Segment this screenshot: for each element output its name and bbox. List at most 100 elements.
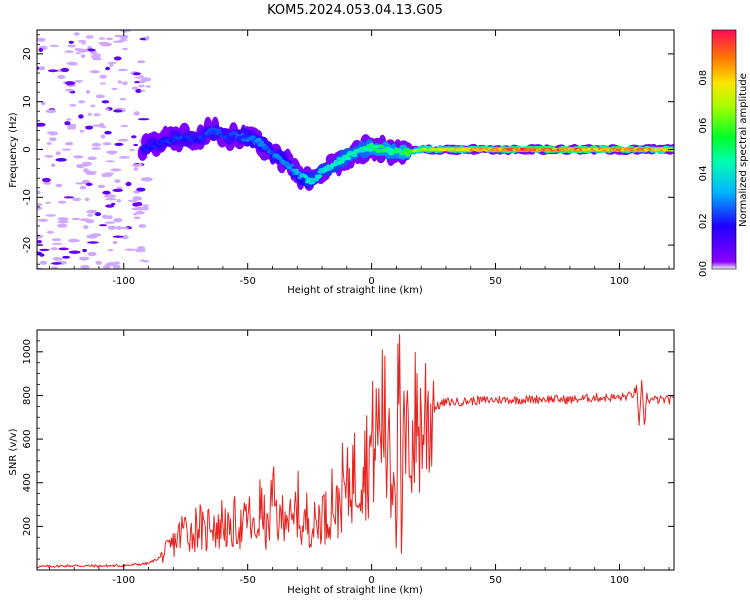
heatmap-noise-cell [75,52,81,55]
heatmap-noise-cell [105,160,116,163]
snr-y-tick-label: 400 [22,473,33,492]
heatmap-noise-cell [79,129,85,133]
heatmap-noise-cell [65,88,74,92]
heatmap-noise-cell [107,61,117,64]
heatmap-noise-cell [53,256,60,261]
heatmap-core-cell [351,153,358,158]
heatmap-noise-cell [51,266,59,269]
heatmap-noise-cell [133,216,141,220]
figure-title: KOM5.2024.053.04.13.G05 [267,3,443,18]
colorbar: 0.0 0.2 0.4 0.6 0.8 Normalized spectral ampl… [698,29,749,277]
heatmap-noise-cell [122,47,128,51]
heatmap-noise-cell [122,81,128,86]
heatmap-noise-cell [129,149,135,152]
colorbar-tick-label: 0.8 [698,70,709,86]
heatmap-x-tick-label: 50 [489,276,502,287]
heatmap-noise-cell [134,248,146,253]
heatmap-noise-cell [112,240,118,245]
heatmap-noise-cell [105,198,117,201]
heatmap-noise-cell [73,155,84,159]
heatmap-noise-cell [137,60,146,64]
heatmap-noise-cell [85,89,91,94]
heatmap-noise-cell [37,203,43,207]
heatmap-noise-cell [138,224,147,228]
heatmap-noise-cell [116,225,122,230]
colorbar-tick-label: 0.0 [698,261,709,277]
heatmap-noise-cell [37,206,43,210]
snr-panel: -100 -50 0 50 100 200 400 600 800 1000 Height of… [8,329,675,596]
heatmap-noise-cell [107,225,117,230]
heatmap-noise-cell [73,32,80,36]
heatmap-noise-cell [64,50,74,53]
heatmap-noise-cell [43,155,54,158]
heatmap-noise-cell [84,197,90,202]
heatmap-noise-cell [120,124,129,128]
heatmap-y-tick-label: -10 [22,189,33,205]
heatmap-noise-cell [51,163,56,167]
heatmap-noise-cell [124,248,136,251]
heatmap-y-tick-label: 20 [22,48,33,61]
heatmap-noise-cell [104,130,112,135]
snr-x-tick-label: -50 [240,575,256,586]
heatmap-noise-cell [72,197,82,202]
heatmap-noise-cell [39,253,45,257]
heatmap-x-tick-label: -50 [240,276,256,287]
colorbar-gradient [711,29,737,270]
heatmap-x-tick-label: 0 [368,276,374,287]
heatmap-noise-cell [107,215,113,220]
heatmap-noise-cell [37,122,46,127]
heatmap-core-cell [233,131,238,135]
heatmap-noise-cell [63,196,74,199]
heatmap-noise-cell [117,138,129,142]
heatmap-noise-cell [78,48,87,53]
heatmap-noise-cell [114,179,121,184]
heatmap-noise-cell [134,76,144,79]
heatmap-noise-cell [107,249,114,252]
heatmap-noise-cell [127,199,138,202]
snr-frame [36,329,675,571]
colorbar-ticks: 0.0 0.2 0.4 0.6 0.8 [698,70,709,277]
heatmap-noise-cell [48,131,58,135]
heatmap-noise-cell [135,201,143,207]
heatmap-noise-cell [112,235,124,238]
heatmap-noise-cell [79,256,90,261]
heatmap-noise-cell [104,264,112,267]
snr-series-line [37,334,674,569]
heatmap-core-cell [151,140,156,144]
heatmap-noise-cell [51,238,62,242]
heatmap-noise-cell [111,87,118,90]
heatmap-noise-cell [79,185,86,190]
heatmap-marks [37,30,674,269]
heatmap-noise-cell [102,142,112,146]
snr-x-tick-label: 100 [610,575,629,586]
heatmap-noise-cell [83,164,89,167]
heatmap-noise-cell [132,164,143,167]
heatmap-noise-cell [46,142,52,145]
heatmap-noise-cell [108,152,116,155]
heatmap-noise-cell [57,200,67,204]
heatmap-noise-cell [136,187,146,192]
snr-x-tick-label: -100 [112,575,135,586]
heatmap-noise-cell [99,224,108,227]
heatmap-noise-cell [49,44,60,47]
heatmap-noise-cell [43,181,52,185]
heatmap-noise-cell [77,40,87,43]
snr-y-tick-label: 800 [22,386,33,405]
heatmap-noise-cell [133,111,140,116]
heatmap-noise-cell [50,247,58,251]
heatmap-core-cell [227,136,234,141]
heatmap-noise-cell [74,79,84,83]
heatmap-noise-cell [95,260,102,265]
snr-x-tick-label: 50 [489,575,502,586]
heatmap-noise-cell [112,188,123,192]
heatmap-noise-cell [68,62,78,66]
heatmap-noise-cell [71,125,77,130]
heatmap-noise-cell [134,81,140,84]
heatmap-noise-cell [94,212,101,217]
heatmap-noise-cell [67,44,77,48]
heatmap-noise-cell [39,66,46,71]
heatmap-noise-cell [60,67,70,73]
heatmap-noise-cell [37,240,42,244]
heatmap-noise-cell [80,54,86,59]
heatmap-noise-cell [39,260,48,265]
